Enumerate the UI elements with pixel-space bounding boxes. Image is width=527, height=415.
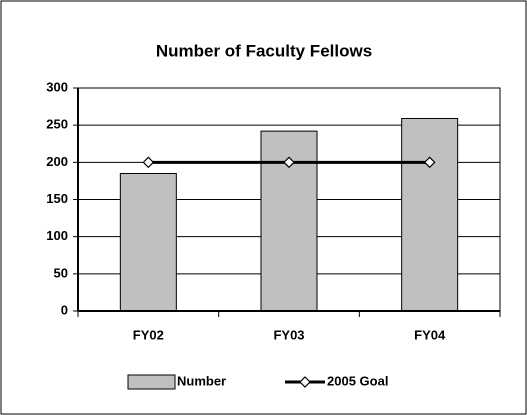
y-tick-label: 300 — [46, 79, 68, 94]
x-tick-label: FY03 — [273, 327, 304, 342]
x-tick-label: FY02 — [133, 327, 164, 342]
x-tick-label: FY04 — [414, 327, 446, 342]
legend-swatch — [127, 374, 176, 390]
chart-title: Number of Faculty Fellows — [156, 41, 372, 60]
y-tick-label: 250 — [46, 117, 68, 132]
bar — [119, 172, 177, 312]
y-tick-label: 100 — [46, 228, 68, 243]
goal-marker — [142, 156, 155, 169]
y-tick-label: 0 — [61, 302, 68, 317]
legend-label: 2005 Goal — [327, 373, 388, 388]
legend-label: Number — [177, 373, 226, 388]
legend-marker — [299, 376, 311, 388]
y-tick-label: 200 — [46, 154, 68, 169]
y-tick-label: 50 — [54, 265, 68, 280]
y-tick-label: 150 — [46, 191, 68, 206]
goal-marker — [423, 156, 436, 169]
goal-marker — [283, 156, 295, 169]
bar — [401, 117, 459, 312]
